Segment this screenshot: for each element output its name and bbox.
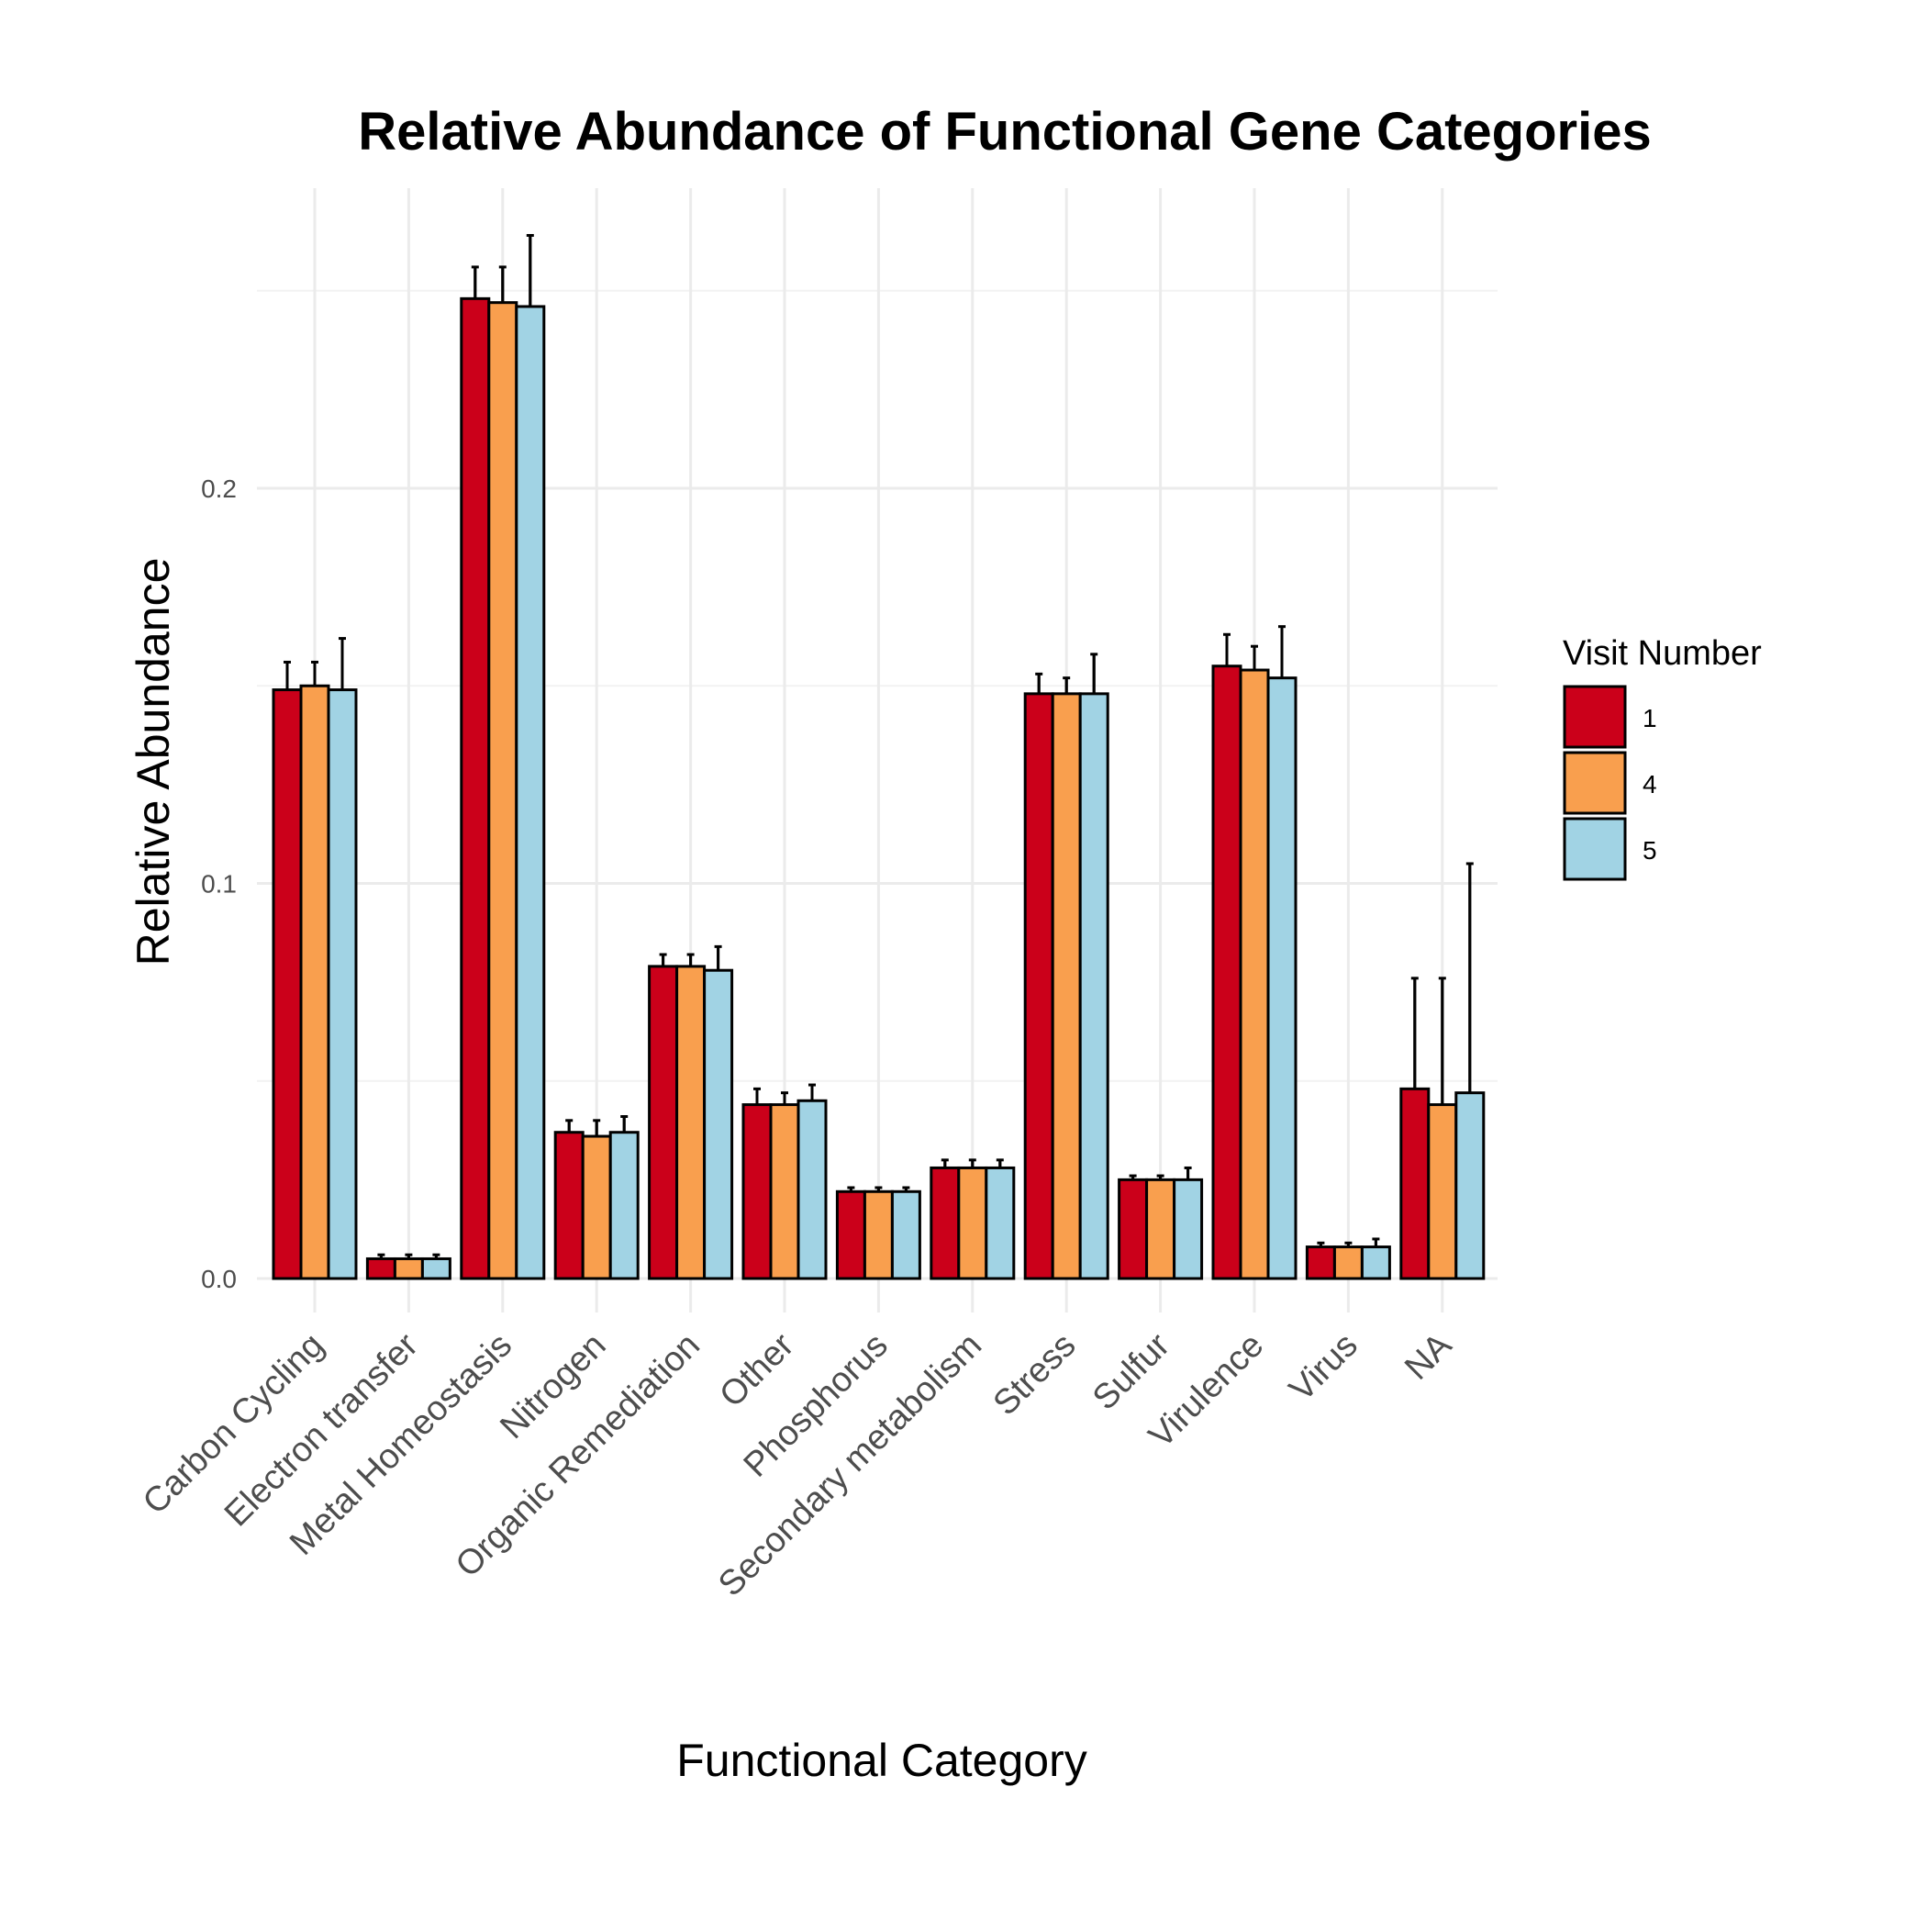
- bar: [420, 1256, 451, 1280]
- bar: [1173, 1178, 1204, 1280]
- bar: [1305, 1245, 1336, 1280]
- x-tick-label: Virus: [1282, 1326, 1364, 1409]
- bar: [1051, 692, 1082, 1280]
- bar: [365, 1256, 396, 1280]
- x-tick-label: Sulfur: [1086, 1325, 1177, 1417]
- bar: [1078, 692, 1109, 1280]
- bar: [1145, 1178, 1176, 1280]
- bar: [957, 1166, 988, 1280]
- y-tick-label: 0.1: [201, 870, 237, 899]
- legend-swatch: [1563, 685, 1627, 749]
- bar: [890, 1189, 921, 1280]
- bar: [1118, 1178, 1149, 1280]
- bar: [835, 1189, 866, 1280]
- bar: [675, 965, 707, 1280]
- y-tick-label: 0.2: [201, 475, 237, 503]
- legend-label: 1: [1643, 704, 1657, 732]
- bar: [272, 688, 303, 1280]
- legend-label: 5: [1643, 836, 1657, 865]
- bar: [515, 305, 546, 1280]
- bar: [1266, 676, 1298, 1280]
- y-tick-label: 0.0: [201, 1265, 237, 1293]
- y-axis-title: Relative Abundance: [128, 558, 179, 966]
- legend-swatch: [1563, 817, 1627, 881]
- bar: [327, 688, 358, 1280]
- bar: [741, 1103, 773, 1280]
- legend-label: 4: [1643, 770, 1657, 798]
- x-tick-label: Stress: [986, 1326, 1084, 1424]
- x-axis-title: Functional Category: [676, 1735, 1086, 1786]
- bar: [1399, 1087, 1431, 1280]
- bar: [1023, 692, 1054, 1280]
- bar: [460, 296, 491, 1280]
- bars-layer: [272, 233, 1486, 1280]
- bar: [553, 1131, 585, 1280]
- bar: [796, 1099, 828, 1280]
- bar: [1239, 668, 1270, 1280]
- legend: Visit Number 1 4 5: [1563, 634, 1762, 881]
- bar: [1360, 1245, 1391, 1280]
- bar: [1427, 1103, 1458, 1280]
- bar: [608, 1131, 640, 1280]
- bar: [930, 1166, 961, 1280]
- bar: [703, 968, 734, 1280]
- bar: [1211, 664, 1242, 1280]
- grid-layer: [257, 188, 1498, 1312]
- bar: [648, 965, 679, 1280]
- bar: [1454, 1091, 1486, 1280]
- bar: [863, 1189, 894, 1280]
- legend-title: Visit Number: [1563, 634, 1762, 673]
- bar: [1332, 1245, 1364, 1280]
- bar: [581, 1134, 612, 1280]
- y-axis: 0.0 0.1 0.2: [201, 475, 237, 1293]
- bar: [299, 684, 330, 1280]
- chart-title: Relative Abundance of Functional Gene Ca…: [358, 102, 1651, 162]
- x-tick-label: NA: [1398, 1325, 1459, 1387]
- bar: [487, 301, 518, 1280]
- x-tick-label: Other: [712, 1325, 801, 1414]
- bar: [985, 1166, 1016, 1280]
- bar: [393, 1256, 424, 1280]
- bar: [769, 1103, 800, 1280]
- legend-swatch: [1563, 751, 1627, 815]
